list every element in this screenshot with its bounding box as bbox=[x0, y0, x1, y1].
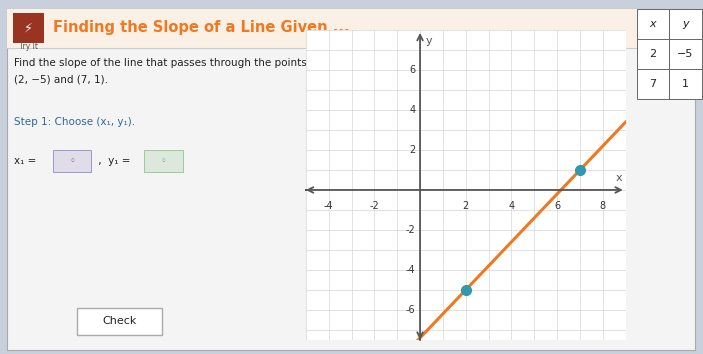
Text: 4: 4 bbox=[508, 201, 515, 211]
Text: Finding the Slope of a Line Given ...: Finding the Slope of a Line Given ... bbox=[53, 20, 349, 35]
Text: x: x bbox=[650, 19, 657, 29]
Text: 7: 7 bbox=[650, 79, 657, 89]
Text: (2, −5) and (7, 1).: (2, −5) and (7, 1). bbox=[14, 74, 108, 84]
Text: x: x bbox=[616, 173, 622, 183]
Bar bbox=[77, 308, 162, 335]
Text: y: y bbox=[682, 19, 689, 29]
Text: x₁ =: x₁ = bbox=[14, 156, 39, 166]
Text: 2: 2 bbox=[463, 201, 469, 211]
Bar bbox=[637, 69, 669, 99]
Text: Step 1: Choose (x₁, y₁).: Step 1: Choose (x₁, y₁). bbox=[14, 117, 135, 127]
Text: -2: -2 bbox=[370, 201, 379, 211]
Text: ,  y₁ =: , y₁ = bbox=[95, 156, 134, 166]
Bar bbox=[669, 69, 702, 99]
Bar bbox=[669, 9, 702, 39]
Text: Try It: Try It bbox=[19, 42, 39, 51]
Text: ◦: ◦ bbox=[161, 156, 167, 166]
Text: 6: 6 bbox=[409, 65, 415, 75]
Text: 2: 2 bbox=[409, 145, 415, 155]
Text: y: y bbox=[426, 36, 432, 46]
Text: -4: -4 bbox=[406, 265, 415, 275]
Text: −5: −5 bbox=[677, 49, 694, 59]
Text: Check: Check bbox=[103, 316, 136, 326]
Bar bbox=[7, 9, 695, 48]
Text: -6: -6 bbox=[406, 305, 415, 315]
Bar bbox=[669, 39, 702, 69]
Bar bbox=[637, 9, 669, 39]
Bar bbox=[637, 39, 669, 69]
Bar bbox=[144, 150, 183, 172]
Text: 1: 1 bbox=[682, 79, 689, 89]
Text: 6: 6 bbox=[554, 201, 560, 211]
Text: -4: -4 bbox=[324, 201, 333, 211]
Text: ⚡: ⚡ bbox=[25, 22, 33, 34]
Text: ◦: ◦ bbox=[70, 156, 75, 166]
Text: 8: 8 bbox=[600, 201, 606, 211]
Text: 2: 2 bbox=[650, 49, 657, 59]
Text: -2: -2 bbox=[406, 225, 415, 235]
Bar bbox=[13, 13, 44, 43]
Text: 4: 4 bbox=[409, 105, 415, 115]
Text: Find the slope of the line that passes through the points: Find the slope of the line that passes t… bbox=[14, 58, 307, 68]
Bar bbox=[53, 150, 91, 172]
